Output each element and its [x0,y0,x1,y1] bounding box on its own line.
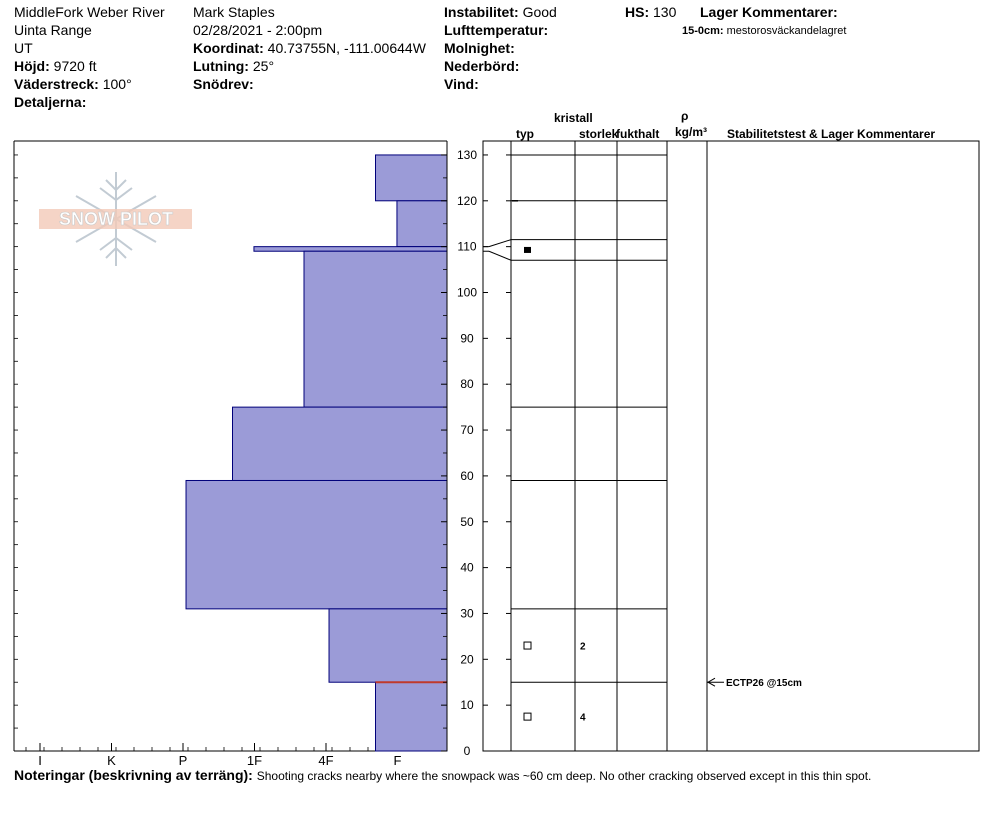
notes-label: Noteringar (beskrivning av terräng): [14,767,253,783]
hardness-tick-label: 4F [318,753,333,768]
depth-tick-label: 50 [460,515,474,529]
stability-row: Instabilitet: Good [444,4,557,21]
layer-comment-text: mestorosväckandelagret [726,25,847,37]
depth-tick-label: 0 [464,744,471,758]
rho-header: ρ [681,109,689,123]
notes-row: Noteringar (beskrivning av terräng): Sho… [14,767,871,785]
logo-banner [39,209,192,229]
observation-datetime: 02/28/2021 - 2:00pm [193,22,323,38]
moisture-header: fukthalt [616,127,660,141]
coordinate-label: Koordinat: [193,40,264,56]
hardness-tick-label: F [394,753,402,768]
hardness-layer-bar [375,681,448,752]
grain-size-label: 4 [580,713,586,724]
hardness-tick-label: P [179,753,188,768]
hardness-layer-bar [253,246,448,252]
aspect-label: Väderstreck: [14,76,99,92]
depth-tick-label: 30 [460,606,474,620]
depth-axis: 0 10 20 30 40 50 60 70 80 90 100 110 120 130 [14,141,477,758]
depth-tick-label: 120 [457,194,477,208]
hardness-tick-label: I [38,753,42,768]
hardness-tick-label: 1F [247,753,262,768]
layer-comments-label: Lager Kommentarer: [700,4,838,20]
depth-tick-label: 20 [460,652,474,666]
location-name: MiddleFork Weber River [14,4,165,20]
hardness-layer-bar [375,154,448,202]
hardness-axis: I K P 1F 4F F [13,140,447,768]
depth-tick-label: 130 [457,148,477,162]
range-name: Uinta Range [14,22,92,38]
elevation-label: Höjd: [14,58,50,74]
hardness-layer-bar [303,250,448,408]
depth-tick-label: 70 [460,423,474,437]
crystal-symbol-filled-square [524,246,531,253]
crystal-symbol-open-square [523,641,532,650]
drift-label: Snödrev: [193,76,254,92]
wind-label: Vind: [444,76,479,92]
clouds-label: Molnighet: [444,40,515,56]
crystal-header: kristall [554,111,593,125]
state-name: UT [14,40,33,56]
depth-tick-label: 90 [460,331,474,345]
coordinate-value: 40.73755N, -111.00644W [267,40,426,56]
depth-tick-label: 110 [457,240,476,254]
hardness-layer-bar [185,479,448,610]
slope-value: 25° [252,58,275,74]
type-header: typ [516,127,534,141]
size-header: storlek [579,127,617,141]
notes-text: Shooting cracks nearby where the snowpac… [256,769,872,783]
hardness-layer-bar [396,200,448,248]
coordinate-row: Koordinat: 40.73755N, -111.00644W [193,40,426,57]
elevation-value: 9720 ft [53,58,97,74]
stability-test-label: ECTP26 @15cm [726,678,802,689]
aspect-value: 100° [102,76,132,92]
logo-text: SNOW PILOT [59,209,173,229]
density-unit-header: kg/m³ [675,125,708,139]
slope-label: Lutning: [193,58,249,74]
hs-value: 130 [653,4,677,20]
stability-tests-header: Stabilitetstest & Lager Kommentarer [727,127,936,141]
aspect-row: Väderstreck: 100° [14,76,132,93]
hardness-layer-bar [232,406,448,481]
stability-label: Instabilitet: [444,4,519,20]
crystal-symbol-open-square [523,712,532,721]
details-label: Detaljerna: [14,94,87,110]
hs-label: HS: [625,4,650,20]
profile-frame [482,140,980,752]
hardness-layers [185,154,448,752]
hardness-layer-bar [328,608,448,683]
layer-comment-row: 15-0cm: mestorosväckandelagret [682,23,846,40]
depth-tick-label: 80 [460,377,474,391]
crystal-profile-panel: 2 4 ECTP26 @15cm [482,140,980,752]
slope-row: Lutning: 25° [193,58,274,75]
stability-test-arrowhead [706,677,716,687]
elevation-row: Höjd: 9720 ft [14,58,96,75]
air-temp-label: Lufttemperatur: [444,22,549,38]
observer-name: Mark Staples [193,4,275,20]
hardness-tick-label: K [107,753,116,768]
depth-tick-label: 100 [457,286,477,300]
grain-size-label: 2 [580,642,586,653]
depth-tick-label: 60 [460,469,474,483]
layer-connector [488,250,512,261]
layer-connector [488,239,512,248]
layer-comment-range: 15-0cm: [682,25,724,37]
precip-label: Nederbörd: [444,58,520,74]
stability-value: Good [522,4,557,20]
hs-row: HS: 130 [625,4,676,21]
depth-tick-label: 40 [460,561,474,575]
depth-tick-label: 10 [460,698,474,712]
